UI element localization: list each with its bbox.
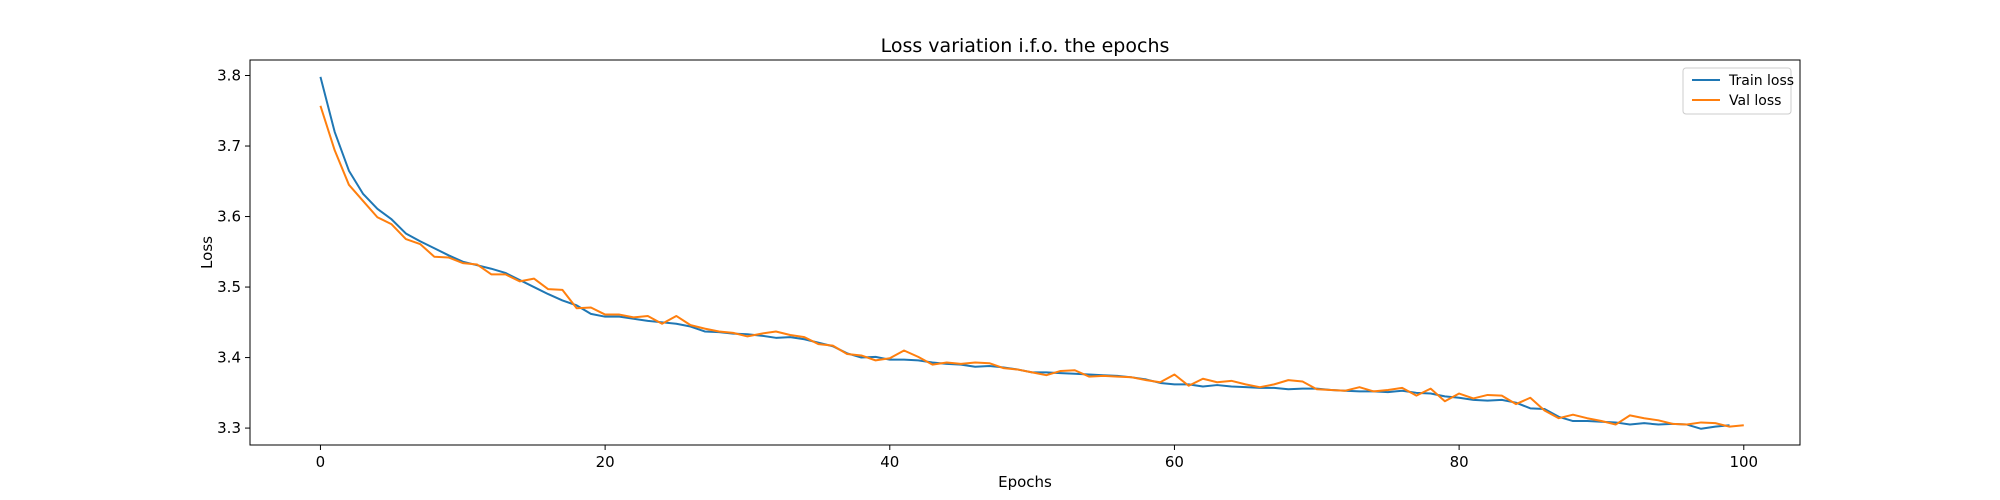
x-tick-label: 60 bbox=[1165, 453, 1184, 471]
x-tick-label: 20 bbox=[596, 453, 615, 471]
legend-label: Val loss bbox=[1729, 93, 1781, 109]
x-tick-label: 100 bbox=[1729, 453, 1758, 471]
y-axis: 3.3 3.4 3.5 3.6 3.7 3.8 bbox=[217, 67, 250, 437]
x-axis: 0 20 40 60 80 100 bbox=[316, 445, 1758, 471]
y-axis-label: Loss bbox=[198, 236, 216, 269]
series-line-val-loss bbox=[319, 105, 1744, 428]
x-tick-label: 0 bbox=[316, 453, 326, 471]
y-tick-label: 3.5 bbox=[217, 278, 241, 296]
series-layer bbox=[319, 76, 1744, 430]
legend: Train loss Val loss bbox=[1682, 67, 1794, 115]
x-tick-label: 80 bbox=[1450, 453, 1469, 471]
x-axis-label: Epochs bbox=[998, 473, 1052, 491]
x-tick-label: 40 bbox=[880, 453, 899, 471]
plot-frame bbox=[249, 59, 1801, 446]
y-tick-label: 3.3 bbox=[217, 419, 241, 437]
y-tick-label: 3.8 bbox=[217, 67, 241, 85]
chart-title: Loss variation i.f.o. the epochs bbox=[881, 35, 1170, 57]
legend-label: Train loss bbox=[1728, 73, 1794, 89]
y-tick-label: 3.6 bbox=[217, 208, 241, 226]
y-tick-label: 3.7 bbox=[217, 137, 241, 155]
y-tick-label: 3.4 bbox=[217, 349, 241, 367]
